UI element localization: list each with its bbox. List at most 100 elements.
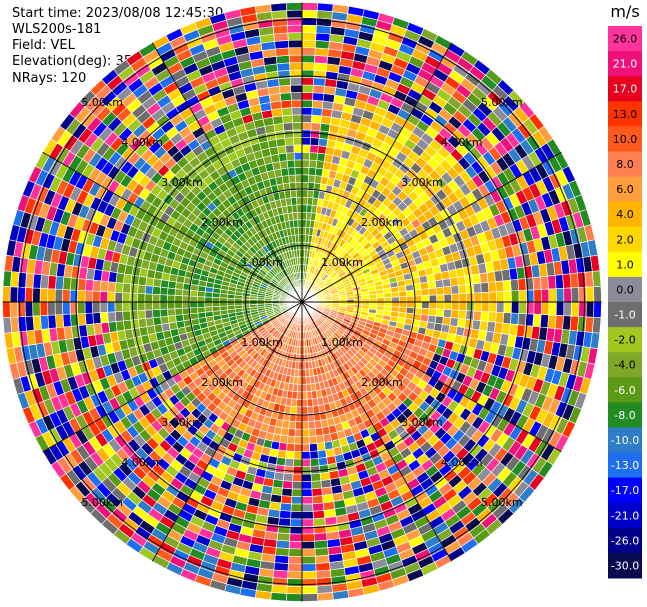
ray-gate bbox=[285, 152, 295, 161]
ray-gate bbox=[428, 294, 438, 303]
ray-gate bbox=[301, 114, 313, 123]
ray-gate bbox=[282, 114, 293, 124]
ray-gate bbox=[114, 282, 124, 293]
ray-gate bbox=[275, 137, 286, 148]
ray-gate bbox=[84, 301, 94, 314]
ray-gate bbox=[121, 292, 131, 303]
ring-label: 4.00km bbox=[441, 456, 483, 469]
ray-gate bbox=[114, 291, 123, 303]
ray-gate bbox=[301, 107, 313, 116]
ray-gate bbox=[99, 311, 109, 324]
colorbar-unit: m/s bbox=[610, 2, 639, 21]
ray-gate bbox=[301, 585, 318, 595]
ray-gate bbox=[435, 286, 445, 296]
ring-label: 5.00km bbox=[481, 496, 523, 509]
ray-gate bbox=[533, 289, 542, 303]
ray-gate bbox=[17, 286, 26, 303]
ray-gate bbox=[450, 309, 460, 319]
ray-gate bbox=[496, 291, 505, 303]
ray-gate bbox=[578, 286, 587, 303]
ray-gate bbox=[311, 480, 322, 490]
ray-gate bbox=[315, 32, 331, 42]
ray-gate bbox=[456, 275, 467, 286]
ray-gate bbox=[175, 314, 185, 323]
colorbar-tick-label: -2.0 bbox=[614, 334, 635, 347]
ray-gate bbox=[286, 159, 296, 169]
ray-gate bbox=[301, 578, 318, 587]
ray-gate bbox=[420, 288, 430, 297]
ray-gate bbox=[301, 32, 317, 41]
ray-gate bbox=[54, 275, 65, 290]
ray-gate bbox=[301, 196, 308, 206]
ray-gate bbox=[62, 289, 71, 303]
colorbar: m/s26.021.017.013.010.08.06.04.02.01.00.… bbox=[608, 2, 642, 579]
ray-gate bbox=[285, 450, 295, 460]
ray-gate bbox=[137, 318, 148, 329]
ray-gate bbox=[160, 315, 170, 325]
ray-gate bbox=[137, 275, 148, 286]
ray-gate bbox=[368, 297, 378, 303]
ray-gate bbox=[563, 301, 572, 317]
ray-gate bbox=[301, 47, 316, 56]
ray-gate bbox=[167, 308, 176, 317]
ray-gate bbox=[39, 287, 49, 303]
ray-gate bbox=[92, 279, 102, 292]
ray-gate bbox=[288, 420, 297, 430]
ray-gate bbox=[532, 276, 542, 291]
ray-gate bbox=[2, 301, 11, 319]
ray-gate bbox=[548, 301, 557, 316]
ray-gate bbox=[276, 62, 291, 72]
ray-gate bbox=[539, 314, 550, 329]
ray-gate bbox=[301, 428, 310, 438]
ray-gate bbox=[281, 487, 293, 497]
ray-gate bbox=[301, 503, 314, 512]
ring-label: 4.00km bbox=[121, 456, 163, 469]
colorbar-tick-label: -17.0 bbox=[611, 484, 639, 497]
ray-gate bbox=[317, 145, 327, 155]
ray-gate bbox=[540, 301, 550, 316]
ray-gate bbox=[383, 301, 393, 308]
ray-gate bbox=[555, 287, 565, 303]
ray-gate bbox=[391, 301, 400, 308]
colorbar-tick-label: 1.0 bbox=[616, 258, 634, 271]
ray-gate bbox=[270, 2, 288, 12]
ray-gate bbox=[518, 289, 527, 303]
ray-gate bbox=[592, 316, 602, 334]
ray-gate bbox=[136, 301, 146, 311]
ray-gate bbox=[313, 532, 328, 542]
ring-label: 2.00km bbox=[361, 376, 403, 389]
ray-gate bbox=[32, 287, 41, 303]
ray-gate bbox=[278, 84, 292, 94]
ray-gate bbox=[77, 301, 86, 315]
ray-gate bbox=[563, 287, 572, 303]
ray-gate bbox=[137, 284, 146, 295]
ray-gate bbox=[62, 301, 71, 315]
ray-gate bbox=[189, 312, 199, 320]
ray-gate bbox=[510, 301, 520, 314]
ray-gate bbox=[284, 458, 295, 467]
ray-gate bbox=[39, 301, 49, 317]
ray-gate bbox=[301, 540, 316, 550]
ray-gate bbox=[314, 539, 329, 550]
ray-gate bbox=[273, 32, 289, 42]
ray-gate bbox=[296, 391, 303, 400]
ray-gate bbox=[287, 167, 296, 176]
ray-gate bbox=[284, 189, 292, 199]
ray-gate bbox=[204, 301, 213, 308]
ray-gate bbox=[301, 99, 313, 108]
ray-gate bbox=[9, 301, 19, 318]
ray-gate bbox=[301, 159, 310, 168]
ray-gate bbox=[301, 376, 307, 385]
ray-gate bbox=[593, 285, 602, 303]
ray-gate bbox=[390, 291, 400, 298]
ray-gate bbox=[114, 311, 124, 322]
ray-gate bbox=[308, 159, 318, 169]
ray-gate bbox=[272, 25, 289, 35]
ray-gate bbox=[144, 285, 154, 295]
ray-gate bbox=[282, 122, 294, 132]
ray-gate bbox=[518, 301, 527, 315]
ray-gate bbox=[292, 121, 303, 131]
ray-gate bbox=[54, 314, 65, 329]
ray-gate bbox=[285, 593, 303, 602]
ray-gate bbox=[174, 301, 183, 310]
